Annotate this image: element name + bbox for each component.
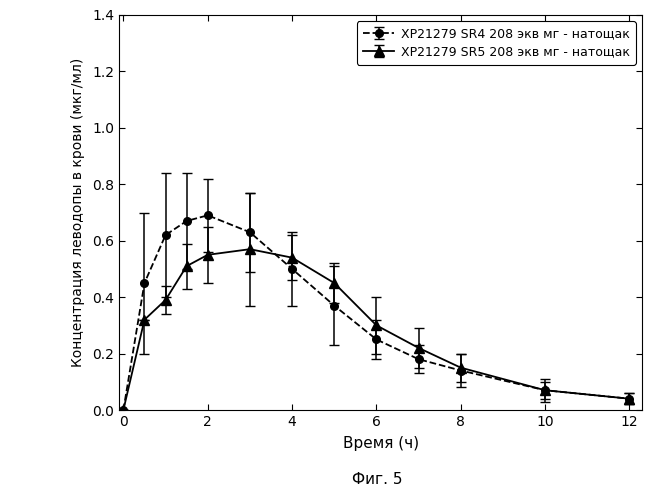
Y-axis label: Концентрация леводопы в крови (мкг/мл): Концентрация леводопы в крови (мкг/мл) bbox=[71, 58, 85, 367]
Text: Фиг. 5: Фиг. 5 bbox=[352, 472, 402, 488]
X-axis label: Время (ч): Время (ч) bbox=[343, 436, 418, 451]
Legend: XP21279 SR4 208 экв мг - натощак, XP21279 SR5 208 экв мг - натощак: XP21279 SR4 208 экв мг - натощак, XP2127… bbox=[357, 21, 636, 64]
